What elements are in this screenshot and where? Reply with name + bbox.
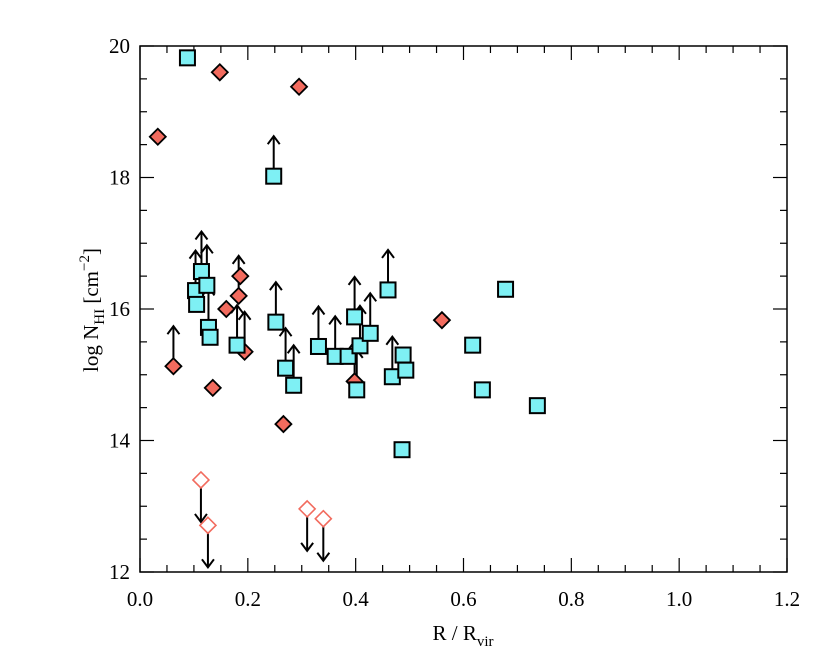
upper-limit-arrow bbox=[201, 531, 215, 569]
lower-limit-arrow bbox=[278, 326, 293, 365]
diamond-marker bbox=[274, 414, 293, 434]
tick-labels: 0.0 0.2 0.4 0.6 0.8 1.0 1.2 12 14 16 18 20 bbox=[109, 34, 800, 611]
x-tick-label: 0.4 bbox=[343, 587, 370, 611]
x-axis-title: R / Rvir bbox=[432, 621, 493, 650]
lower-limit-arrow bbox=[166, 324, 181, 363]
x-tick-label: 0.6 bbox=[450, 587, 476, 611]
square-marker bbox=[309, 337, 327, 355]
diamond-marker bbox=[216, 299, 236, 319]
lower-limit-arrow bbox=[266, 134, 281, 173]
y-tick-label: 18 bbox=[109, 166, 130, 190]
open-diamond-marker bbox=[314, 509, 333, 528]
x-tick-label: 1.2 bbox=[774, 587, 800, 611]
square-marker bbox=[228, 336, 246, 354]
lower-limit-arrow bbox=[311, 304, 326, 343]
open-diamond-marker bbox=[191, 470, 211, 490]
square-marker bbox=[497, 280, 515, 298]
square-marker bbox=[464, 336, 482, 354]
x-tick-label: 0.8 bbox=[558, 587, 584, 611]
square-marker bbox=[394, 346, 412, 364]
x-tick-label: 1.0 bbox=[666, 587, 692, 611]
square-marker bbox=[397, 361, 415, 379]
x-tick-label: 0.0 bbox=[127, 587, 153, 611]
open-diamond-marker bbox=[298, 499, 317, 519]
x-tick-label: 0.2 bbox=[235, 587, 261, 611]
square-marker bbox=[348, 381, 366, 399]
square-marker bbox=[277, 359, 295, 377]
square-marker bbox=[192, 263, 210, 281]
lower-limit-arrow bbox=[347, 275, 362, 313]
square-marker bbox=[351, 337, 369, 355]
square-marker bbox=[379, 281, 397, 299]
lower-limit-arrow bbox=[385, 335, 400, 373]
diamond-marker bbox=[203, 378, 223, 398]
lower-limit-arrow bbox=[363, 291, 378, 330]
upper-limit-arrow bbox=[194, 485, 208, 524]
square-marker bbox=[267, 313, 285, 331]
square-marker bbox=[188, 295, 206, 313]
lower-limit-arrow bbox=[328, 314, 342, 353]
square-marker bbox=[178, 49, 196, 67]
square-marker bbox=[201, 328, 219, 346]
square-marker bbox=[346, 308, 364, 326]
upper-limit-arrow bbox=[300, 514, 314, 553]
square-marker bbox=[285, 376, 303, 394]
diamond-marker bbox=[210, 63, 230, 82]
diamond-marker bbox=[148, 127, 168, 147]
diamond-marker bbox=[229, 286, 248, 306]
y-tick-label: 14 bbox=[109, 429, 131, 453]
diamond-marker bbox=[432, 310, 452, 330]
square-marker bbox=[198, 276, 216, 294]
lower-limit-arrow bbox=[381, 248, 395, 286]
axis-ticks bbox=[139, 45, 788, 573]
y-tick-label: 20 bbox=[109, 34, 130, 58]
diamond-marker bbox=[164, 356, 183, 376]
y-tick-label: 16 bbox=[109, 297, 130, 321]
square-marker bbox=[361, 324, 379, 342]
square-marker bbox=[393, 441, 411, 459]
square-marker bbox=[528, 397, 546, 415]
y-axis-title: log NHI [cm−2] bbox=[77, 248, 108, 372]
diamond-marker bbox=[289, 77, 309, 97]
open-diamond-marker bbox=[198, 516, 218, 535]
y-tick-label: 12 bbox=[109, 560, 130, 584]
square-marker bbox=[265, 167, 283, 185]
square-marker bbox=[473, 381, 491, 399]
lower-limit-arrow bbox=[269, 280, 283, 319]
lower-limit-arrow bbox=[194, 229, 209, 268]
data-markers bbox=[148, 49, 546, 535]
diamond-marker bbox=[231, 266, 250, 286]
upper-limit-arrow bbox=[316, 524, 331, 563]
